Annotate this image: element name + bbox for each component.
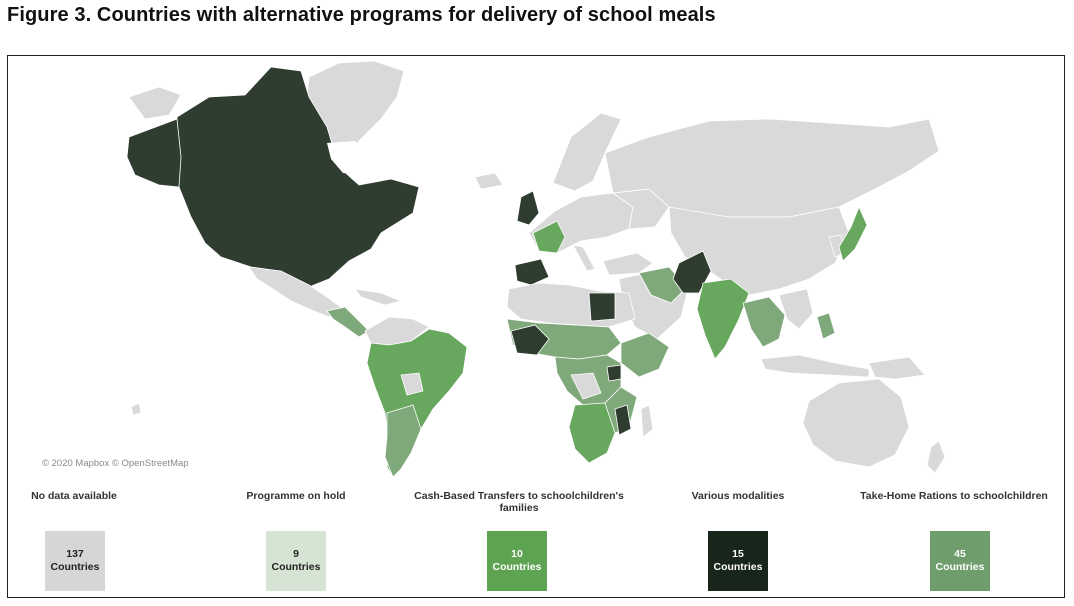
legend-count: 10 [511,548,523,560]
legend-unit: Countries [492,561,542,573]
map-attribution: © 2020 Mapbox © OpenStreetMap [42,458,189,469]
region-turkey [602,252,654,276]
region-caribbean [354,288,403,306]
region-australia [802,378,910,468]
region-uk [516,190,540,226]
legend-label-no-data: No data available [31,490,117,502]
legend-count: 45 [954,548,966,560]
world-map[interactable]: © 2020 Mapbox © OpenStreetMap [9,57,1063,477]
legend-label-cash-based: Cash-Based Transfers to schoolchildren's… [414,490,624,514]
region-southeast-asia [742,296,786,348]
region-russia [604,118,940,218]
region-japan [838,205,868,262]
legend-unit: Countries [935,561,985,573]
legend-count: 137 [66,548,84,560]
legend-count: 9 [293,548,299,560]
region-north-america [176,66,420,288]
region-indonesia [760,354,870,378]
legend-label-various: Various modalities [691,490,785,502]
figure-title: Figure 3. Countries with alternative pro… [7,4,716,26]
legend-count: 15 [732,548,744,560]
hudson-bay [327,141,369,175]
legend-swatch-various[interactable]: 15 Countries [708,531,768,591]
region-southern-africa [568,402,616,464]
legend-swatch-take-home[interactable]: 45 Countries [930,531,990,591]
region-mexico [248,266,342,318]
legend-unit: Countries [50,561,100,573]
legend-swatch-on-hold[interactable]: 9 Countries [266,531,326,591]
region-kenya [606,364,622,382]
region-france [532,220,566,254]
region-india [696,278,750,360]
region-new-zealand [926,440,946,474]
legend-swatch-cash-based[interactable]: 10 Countries [487,531,547,591]
region-philippines [816,312,836,340]
legend-swatch-no-data[interactable]: 137 Countries [45,531,105,591]
region-madagascar [640,404,654,438]
region-scandinavia [552,112,622,192]
region-egypt [588,292,616,322]
legend-unit: Countries [713,561,763,573]
region-iceland [474,172,504,190]
region-mali-guinea [510,324,550,356]
legend-label-take-home: Take-Home Rations to schoolchildren [860,490,1048,502]
map-figure-frame: © 2020 Mapbox © OpenStreetMap No data av… [7,55,1065,598]
region-mozambique [614,404,632,436]
region-alaska [126,118,182,188]
region-indochina [778,288,814,330]
region-congo [570,372,602,400]
region-italy [572,244,596,272]
legend-label-on-hold: Programme on hold [246,490,346,502]
region-south-georgia [130,402,142,416]
legend-unit: Countries [271,561,321,573]
world-map-svg [9,57,1063,477]
region-bolivia [400,372,424,396]
region-southern-cone [384,404,422,477]
region-spain [514,258,550,286]
region-papua [868,356,926,380]
region-pakistan [672,250,712,294]
region-central-america [326,306,370,338]
region-arctic-islands [128,86,182,120]
